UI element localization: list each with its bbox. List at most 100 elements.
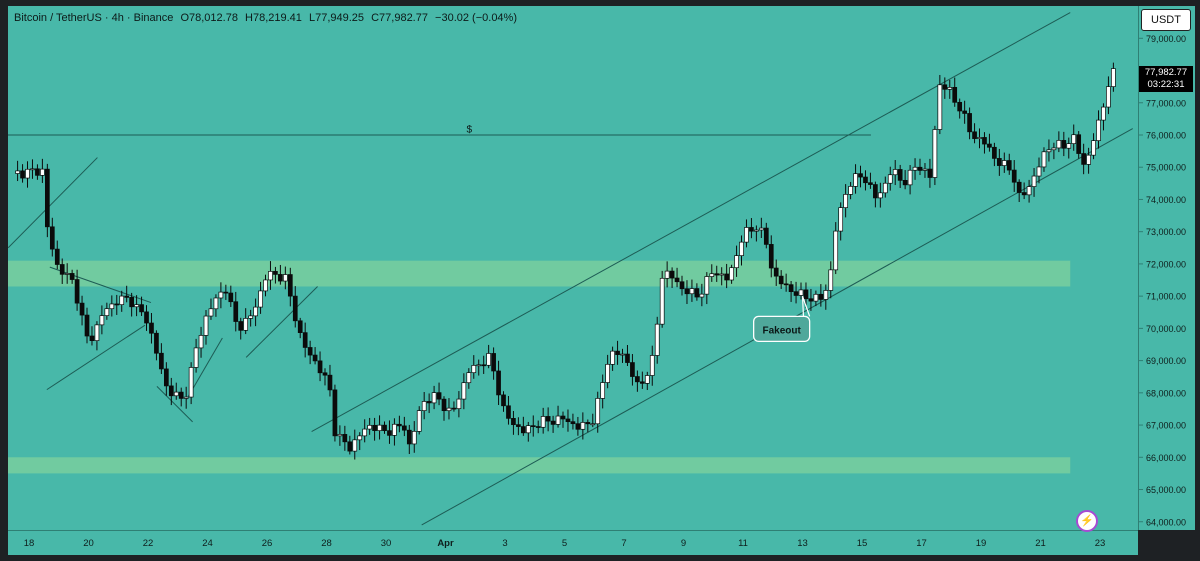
candle[interactable] (268, 261, 273, 290)
candle[interactable] (282, 266, 288, 290)
candle[interactable] (838, 202, 844, 241)
plot-area[interactable]: $ Fakeout (7, 6, 1138, 530)
candle[interactable] (882, 176, 888, 198)
candle[interactable] (367, 417, 372, 435)
candle[interactable] (446, 398, 452, 420)
candle[interactable] (530, 415, 536, 437)
candle[interactable] (848, 181, 853, 200)
candle[interactable] (858, 165, 863, 188)
candle[interactable] (783, 273, 789, 292)
candle[interactable] (967, 107, 972, 140)
candle[interactable] (590, 413, 596, 428)
candle[interactable] (699, 283, 705, 307)
candle[interactable] (382, 421, 387, 434)
candle[interactable] (397, 415, 402, 433)
candle[interactable] (833, 222, 839, 275)
candle[interactable] (79, 295, 85, 326)
candle[interactable] (912, 158, 918, 180)
price-axis[interactable]: 79,000.0078,000.0077,000.0076,000.0075,0… (1138, 6, 1195, 530)
candle[interactable] (35, 164, 40, 180)
candle[interactable] (902, 170, 908, 190)
pattern-trendline[interactable] (156, 386, 193, 423)
candle[interactable] (679, 275, 685, 296)
candle[interactable] (163, 362, 169, 396)
candle[interactable] (610, 346, 615, 371)
candle[interactable] (813, 290, 819, 307)
candle[interactable] (1066, 137, 1072, 159)
time-axis[interactable]: 18 20 22 24 26 28 30 Apr 3 5 7 9 11 13 15 17 19 21 23 (8, 530, 1138, 555)
candle[interactable] (124, 285, 130, 303)
candle[interactable] (84, 307, 90, 344)
candle[interactable] (689, 279, 695, 302)
candle[interactable] (516, 417, 521, 436)
candle[interactable] (263, 274, 268, 297)
candle[interactable] (421, 391, 427, 420)
candle[interactable] (823, 284, 829, 310)
candle[interactable] (144, 305, 149, 331)
candle[interactable] (1001, 152, 1007, 173)
candle[interactable] (520, 416, 526, 436)
candle[interactable] (342, 425, 348, 451)
candle[interactable] (302, 322, 308, 358)
candle[interactable] (1081, 143, 1086, 175)
candle[interactable] (287, 267, 293, 307)
candle[interactable] (996, 148, 1002, 176)
candle[interactable] (1011, 160, 1017, 192)
candle[interactable] (798, 282, 804, 300)
candle[interactable] (496, 360, 501, 406)
candle[interactable] (595, 391, 601, 433)
candle[interactable] (639, 371, 645, 389)
candle[interactable] (278, 264, 283, 285)
candle[interactable] (168, 377, 174, 406)
candle[interactable] (476, 359, 482, 376)
candle[interactable] (649, 345, 655, 386)
candle[interactable] (297, 317, 303, 339)
candle[interactable] (788, 280, 794, 302)
candle[interactable] (357, 432, 363, 451)
channel-upper-line[interactable] (311, 12, 1071, 432)
currency-button[interactable]: USDT (1141, 9, 1191, 31)
candle[interactable] (40, 158, 45, 183)
candle[interactable] (773, 259, 779, 286)
candle[interactable] (714, 265, 720, 282)
candle[interactable] (704, 272, 710, 305)
candle[interactable] (30, 159, 35, 179)
candle[interactable] (486, 344, 491, 369)
candle[interactable] (406, 424, 412, 455)
candle[interactable] (560, 411, 566, 428)
candle[interactable] (535, 420, 541, 434)
candle[interactable] (724, 263, 729, 289)
candle[interactable] (1091, 133, 1096, 160)
symbol-label[interactable]: Bitcoin / TetherUS · 4h · Binance (14, 12, 174, 24)
candle[interactable] (491, 347, 496, 380)
candle[interactable] (917, 158, 923, 176)
candle[interactable] (719, 267, 725, 286)
candle[interactable] (461, 373, 467, 410)
candle[interactable] (754, 225, 759, 242)
fakeout-callout-box[interactable] (753, 315, 811, 343)
candle[interactable] (362, 419, 368, 443)
candle[interactable] (198, 326, 204, 358)
candle[interactable] (684, 280, 690, 305)
candle[interactable] (565, 409, 571, 432)
candle[interactable] (243, 308, 249, 335)
candle[interactable] (932, 125, 938, 186)
candle[interactable] (228, 285, 234, 308)
candle[interactable] (20, 164, 25, 183)
candle[interactable] (942, 77, 948, 99)
candle[interactable] (154, 330, 159, 361)
candle[interactable] (768, 235, 774, 278)
candle[interactable] (416, 406, 422, 435)
candle[interactable] (818, 284, 824, 307)
candle[interactable] (570, 413, 576, 430)
candle[interactable] (897, 164, 903, 188)
candle[interactable] (208, 298, 214, 320)
candle[interactable] (218, 282, 224, 309)
candle[interactable] (213, 294, 219, 317)
candle[interactable] (377, 415, 382, 440)
candle[interactable] (734, 245, 739, 277)
candle[interactable] (178, 387, 184, 407)
candle[interactable] (907, 165, 913, 195)
candle[interactable] (1016, 179, 1022, 202)
candle[interactable] (441, 396, 447, 421)
